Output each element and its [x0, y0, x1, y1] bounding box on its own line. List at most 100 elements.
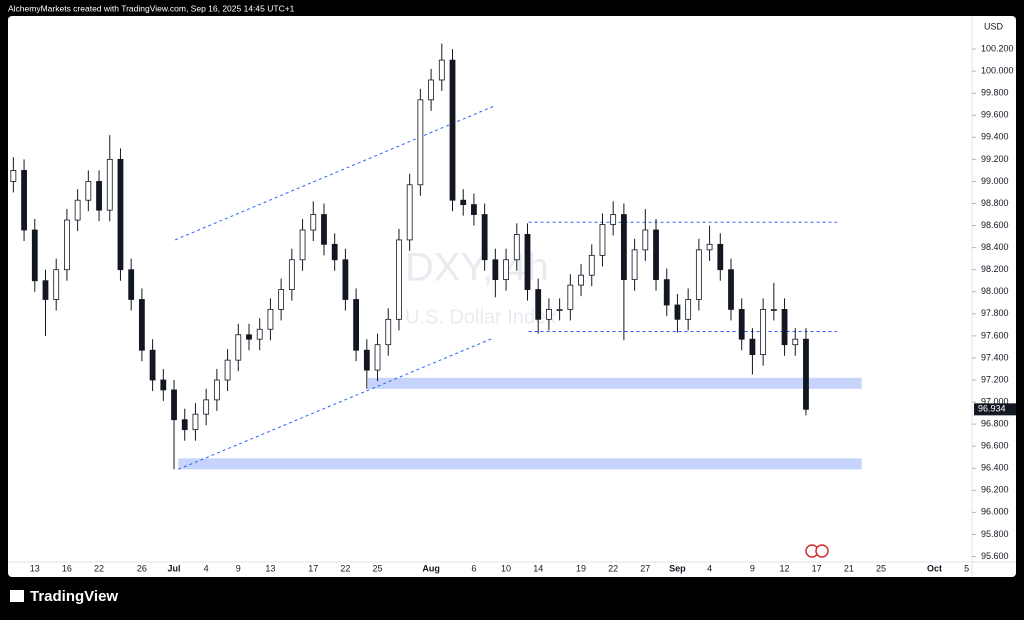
candle-body — [267, 309, 274, 330]
candle-body — [321, 214, 327, 245]
x-tick-label: 4 — [204, 563, 209, 573]
candle-body — [770, 309, 777, 311]
watermark-subtitle: U.S. Dollar Index — [405, 306, 556, 328]
x-tick-label: 9 — [236, 563, 241, 573]
candle-body — [610, 214, 617, 225]
y-tick-label: 98.800 — [981, 198, 1009, 208]
candle-body — [513, 233, 520, 261]
candle-body — [246, 334, 252, 340]
candle-body — [695, 249, 702, 300]
y-tick-label: 99.800 — [981, 88, 1009, 98]
candle-body — [599, 224, 606, 256]
x-tick-label: 6 — [471, 563, 476, 573]
candle-body — [620, 214, 627, 281]
y-tick-label: 96.800 — [981, 418, 1009, 428]
y-tick-label: 97.600 — [981, 330, 1009, 340]
x-tick-label: 17 — [308, 563, 318, 573]
candle-body — [310, 214, 317, 231]
x-tick-label: 26 — [137, 563, 147, 573]
candle-body — [460, 199, 467, 206]
y-tick-label: 97.400 — [981, 352, 1009, 362]
candle-body — [524, 233, 531, 290]
candle-body — [728, 269, 734, 310]
x-tick-label: 19 — [576, 563, 586, 573]
candle-body — [803, 338, 809, 410]
x-tick-label: 10 — [501, 563, 511, 573]
candle-body — [663, 279, 670, 306]
candle-body — [417, 99, 424, 186]
candle-body — [706, 243, 713, 251]
candle-body — [438, 59, 445, 81]
y-tick-label: 99.200 — [981, 154, 1009, 164]
candle-body — [74, 199, 81, 221]
candle-body — [642, 229, 649, 251]
y-tick-label: 96.200 — [981, 485, 1009, 495]
y-tick-label: 99.000 — [981, 176, 1009, 186]
candle-body — [674, 304, 681, 320]
y-tick-label: 96.000 — [981, 507, 1009, 517]
x-tick-label: Aug — [422, 563, 440, 573]
last-price-label: 96.934 — [978, 404, 1006, 414]
candle-body — [760, 309, 767, 356]
candle-body — [492, 259, 499, 281]
candle-body — [53, 269, 60, 300]
candle-body — [578, 274, 584, 286]
candle-body — [128, 269, 135, 300]
y-tick-label: 95.600 — [981, 551, 1009, 561]
candle-body — [685, 299, 692, 320]
candle-body — [278, 289, 285, 310]
y-tick-label: 96.400 — [981, 463, 1009, 473]
x-tick-label: 12 — [780, 563, 790, 573]
candle-body — [342, 259, 349, 300]
zone — [367, 377, 862, 389]
candle-body — [96, 181, 102, 211]
x-tick-label: 22 — [608, 563, 618, 573]
candle-body — [738, 309, 745, 340]
candle-body — [503, 259, 509, 281]
logo-mark — [10, 590, 24, 602]
y-tick-label: 97.200 — [981, 374, 1009, 384]
y-tick-label: 95.800 — [981, 529, 1009, 539]
candle-body — [203, 399, 210, 415]
x-tick-label: Jul — [168, 563, 181, 573]
candle-body — [374, 344, 381, 371]
candle-body — [631, 249, 638, 281]
x-tick-label: 22 — [340, 563, 350, 573]
x-tick-label: Oct — [927, 563, 942, 573]
y-tick-label: 100.000 — [981, 66, 1014, 76]
candle-body — [396, 239, 402, 320]
candle-body — [85, 181, 92, 201]
candle-body — [235, 334, 242, 361]
y-tick-label: 97.800 — [981, 308, 1009, 318]
y-tick-label: 100.200 — [981, 43, 1014, 53]
candle-body — [149, 349, 156, 381]
candle-body — [171, 389, 177, 421]
chart-panel — [8, 16, 1016, 577]
x-tick-label: 27 — [640, 563, 650, 573]
candle-body — [588, 254, 595, 276]
candle-body — [117, 158, 124, 271]
y-tick-label: 96.600 — [981, 441, 1009, 451]
y-tick-label: 98.400 — [981, 242, 1009, 252]
candle-body — [471, 204, 477, 215]
candle-body — [213, 379, 220, 401]
x-tick-label: 13 — [30, 563, 40, 573]
y-tick-label: 97.000 — [981, 396, 1009, 406]
candle-body — [567, 284, 574, 310]
candle-body — [428, 79, 434, 101]
candle-body — [160, 379, 167, 391]
candle-body — [556, 309, 563, 311]
candle-body — [481, 214, 488, 261]
candle-body — [749, 338, 756, 356]
x-tick-label: 25 — [373, 563, 383, 573]
y-axis-label: USD — [984, 21, 1004, 31]
x-tick-label: 21 — [844, 563, 854, 573]
candle-body — [106, 158, 113, 211]
last-price-box — [974, 403, 1016, 416]
candle-body — [546, 309, 552, 320]
candle-body — [717, 243, 724, 271]
candle-body — [449, 59, 456, 201]
plot: 95.600 95.800 96.000 96.200 96.400 96.600 96.8… — [10, 43, 1016, 573]
candle-body — [781, 309, 788, 346]
